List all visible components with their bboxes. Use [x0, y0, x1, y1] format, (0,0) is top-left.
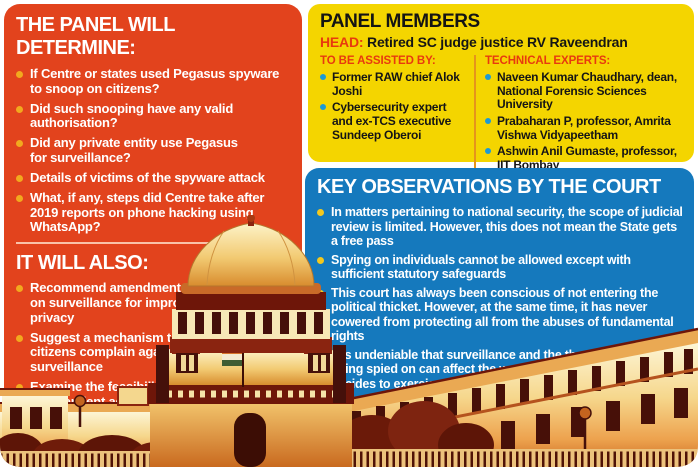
list-item-text: Did any private entity use Pegasus for s…: [30, 135, 238, 166]
list-item-text: This court has always been conscious of …: [331, 285, 674, 344]
list-item-text: Did such snooping have any valid authori…: [30, 100, 234, 131]
panel-also-title: IT WILL ALSO:: [16, 252, 149, 275]
head-label: HEAD:: [320, 34, 364, 50]
list-item-text: In matters pertaining to national securi…: [331, 205, 683, 248]
list-item-text: If Centre or states used Pegasus spyware…: [30, 66, 280, 96]
column-divider: [474, 55, 476, 172]
list-item-text: Naveen Kumar Chaudhary, dean, National F…: [497, 70, 677, 112]
panel-observations-title: KEY OBSERVATIONS BY THE COURT: [317, 176, 661, 198]
list-item: Details of victims of the spyware attack: [16, 169, 294, 186]
list-item: In matters pertaining to national securi…: [317, 205, 684, 249]
list-item: What, if any, steps did Centre take afte…: [16, 189, 294, 235]
bullet-icon: [317, 209, 324, 216]
supreme-court-building-illustration: [0, 215, 698, 467]
members-columns: TO BE ASSISTED BY: Former RAW chief Alok…: [320, 55, 682, 176]
panel-determine-title: THE PANEL WILL DETERMINE:: [16, 14, 175, 59]
bullet-icon: [485, 74, 491, 80]
bullet-icon: [320, 104, 326, 111]
list-item: Former RAW chief Alok Joshi: [320, 70, 468, 98]
bullet-icon: [320, 74, 326, 80]
panel-head-line: HEAD: Retired SC judge justice RV Raveen…: [320, 34, 682, 50]
bullet-icon: [16, 174, 23, 182]
list-item: Spying on individuals cannot be allowed …: [317, 253, 684, 282]
list-item: Did such snooping have any valid authori…: [16, 100, 294, 132]
determine-list: If Centre or states used Pegasus spyware…: [16, 66, 294, 235]
bullet-icon: [317, 256, 324, 264]
list-item-text: Spying on individuals cannot be allowed …: [331, 252, 631, 282]
panel-determine: THE PANEL WILL DETERMINE: If Centre or s…: [4, 4, 302, 473]
list-item-text: Details of victims of the spyware attack: [30, 169, 265, 185]
assisted-column: TO BE ASSISTED BY: Former RAW chief Alok…: [320, 55, 468, 176]
bullet-icon: [16, 105, 23, 113]
list-item: Prabaharan P, professor, Amrita Vishwa V…: [485, 114, 682, 142]
list-item: This court has always been conscious of …: [317, 286, 684, 344]
bullet-icon: [16, 194, 23, 202]
panel-members-title: PANEL MEMBERS: [320, 11, 480, 32]
list-item-text: Cybersecurity expert and ex-TCS executiv…: [332, 100, 452, 142]
assisted-list: Former RAW chief Alok Joshi Cybersecurit…: [320, 70, 468, 142]
bullet-icon: [485, 118, 491, 125]
bullet-icon: [16, 285, 23, 293]
head-value: Retired SC judge justice RV Raveendran: [367, 34, 628, 50]
section-divider: [16, 242, 290, 245]
panel-members: PANEL MEMBERS HEAD: Retired SC judge jus…: [308, 4, 694, 172]
assisted-title: TO BE ASSISTED BY:: [320, 55, 436, 67]
bullet-icon: [16, 384, 23, 391]
list-item-text: Prabaharan P, professor, Amrita Vishwa V…: [497, 114, 671, 142]
experts-list: Naveen Kumar Chaudhary, dean, National F…: [485, 70, 682, 173]
bullet-icon: [16, 71, 23, 78]
list-item: Cybersecurity expert and ex-TCS executiv…: [320, 101, 468, 142]
list-item-text: What, if any, steps did Centre take afte…: [30, 189, 265, 235]
experts-title: TECHNICAL EXPERTS:: [485, 55, 611, 67]
list-item: If Centre or states used Pegasus spyware…: [16, 66, 294, 97]
bullet-icon: [16, 140, 23, 148]
experts-column: TECHNICAL EXPERTS: Naveen Kumar Chaudhar…: [485, 55, 682, 176]
bullet-icon: [16, 334, 23, 342]
list-item: Naveen Kumar Chaudhary, dean, National F…: [485, 70, 682, 112]
list-item: Did any private entity use Pegasus for s…: [16, 135, 294, 166]
bullet-icon: [485, 148, 491, 155]
list-item-text: Former RAW chief Alok Joshi: [332, 70, 460, 98]
